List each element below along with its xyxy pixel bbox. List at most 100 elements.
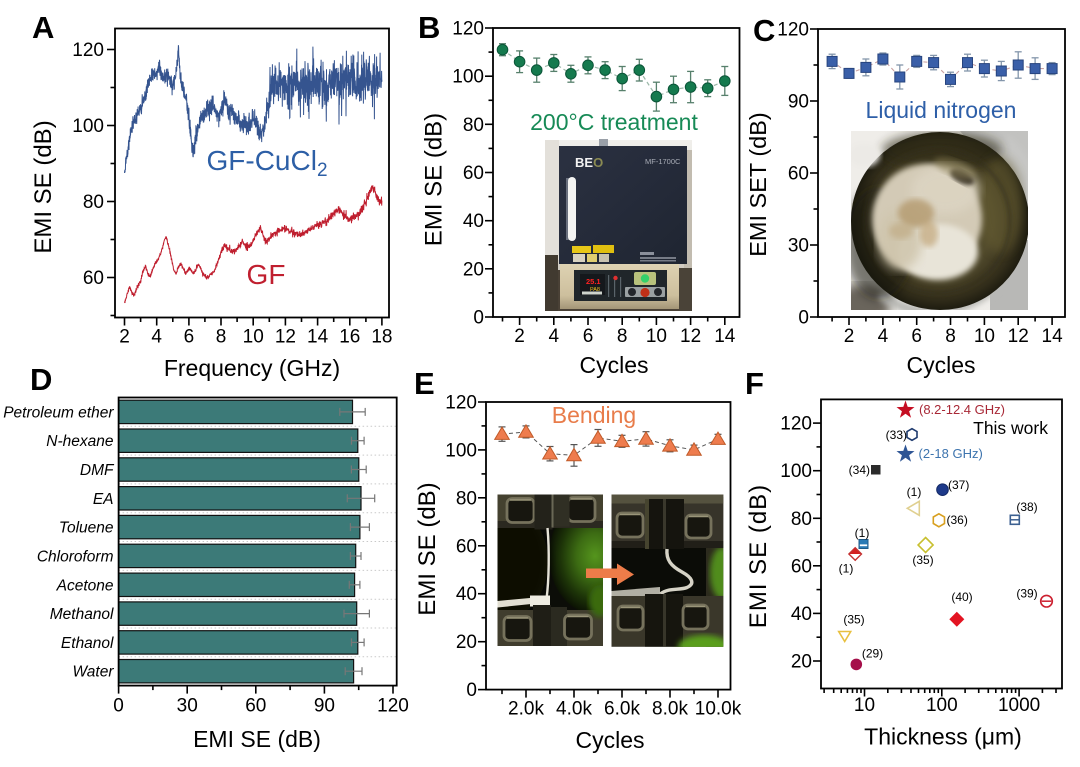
svg-text:N-hexane: N-hexane bbox=[46, 433, 114, 450]
svg-text:Ethanol: Ethanol bbox=[61, 635, 114, 652]
svg-text:PA8: PA8 bbox=[590, 287, 600, 293]
svg-text:200°C treatment: 200°C treatment bbox=[530, 109, 698, 135]
svg-text:EMI SE (dB): EMI SE (dB) bbox=[193, 726, 321, 752]
svg-text:(2-18 GHz): (2-18 GHz) bbox=[919, 446, 983, 461]
svg-text:0: 0 bbox=[466, 680, 477, 701]
svg-text:Thickness (μm): Thickness (μm) bbox=[864, 724, 1022, 750]
svg-text:10: 10 bbox=[243, 327, 264, 348]
svg-text:14: 14 bbox=[1042, 326, 1064, 347]
svg-text:BEO: BEO bbox=[575, 155, 603, 170]
svg-text:80: 80 bbox=[456, 488, 477, 509]
svg-text:(35): (35) bbox=[912, 553, 933, 567]
svg-text:EMI SET (dB): EMI SET (dB) bbox=[745, 112, 771, 257]
svg-text:60: 60 bbox=[788, 164, 809, 185]
svg-text:100: 100 bbox=[72, 116, 104, 137]
svg-text:0: 0 bbox=[473, 308, 484, 329]
svg-text:MF-1700C: MF-1700C bbox=[645, 157, 681, 166]
svg-text:(40): (40) bbox=[951, 590, 972, 604]
svg-text:80: 80 bbox=[791, 509, 812, 530]
svg-text:(34): (34) bbox=[849, 463, 870, 477]
svg-text:8: 8 bbox=[945, 326, 956, 347]
svg-text:(35): (35) bbox=[843, 613, 864, 627]
svg-text:(33): (33) bbox=[886, 428, 907, 442]
svg-text:25.1: 25.1 bbox=[586, 277, 601, 286]
svg-text:120: 120 bbox=[452, 19, 484, 40]
svg-text:80: 80 bbox=[83, 192, 104, 213]
svg-text:Methanol: Methanol bbox=[50, 606, 114, 623]
svg-text:Cycles: Cycles bbox=[906, 352, 975, 378]
svg-text:60: 60 bbox=[245, 696, 266, 717]
svg-text:Water: Water bbox=[72, 664, 114, 681]
svg-text:6: 6 bbox=[911, 326, 922, 347]
svg-text:30: 30 bbox=[177, 696, 198, 717]
svg-text:GF: GF bbox=[247, 259, 286, 290]
svg-text:120: 120 bbox=[777, 20, 809, 41]
svg-text:EA: EA bbox=[93, 491, 114, 508]
svg-text:18: 18 bbox=[371, 327, 392, 348]
svg-text:80: 80 bbox=[463, 115, 484, 136]
svg-text:120: 120 bbox=[445, 393, 477, 414]
svg-text:40: 40 bbox=[791, 604, 812, 625]
svg-text:A: A bbox=[32, 10, 54, 45]
svg-text:(8.2-12.4 GHz): (8.2-12.4 GHz) bbox=[919, 402, 1005, 417]
svg-text:Toluene: Toluene bbox=[59, 520, 114, 537]
svg-text:(1): (1) bbox=[907, 485, 922, 499]
svg-text:Acetone: Acetone bbox=[56, 577, 114, 594]
svg-text:90: 90 bbox=[788, 92, 809, 113]
svg-text:GF-CuCl2: GF-CuCl2 bbox=[206, 145, 327, 181]
svg-text:30: 30 bbox=[788, 236, 809, 257]
svg-text:12: 12 bbox=[275, 327, 296, 348]
svg-text:14: 14 bbox=[714, 326, 736, 347]
svg-text:8.0k: 8.0k bbox=[652, 699, 688, 720]
svg-text:10: 10 bbox=[974, 326, 995, 347]
svg-text:16: 16 bbox=[339, 327, 360, 348]
svg-text:Petroleum ether: Petroleum ether bbox=[3, 404, 114, 421]
svg-text:14: 14 bbox=[307, 327, 329, 348]
svg-text:B: B bbox=[418, 10, 440, 45]
svg-text:120: 120 bbox=[780, 414, 812, 435]
svg-text:8: 8 bbox=[617, 326, 628, 347]
svg-text:100: 100 bbox=[780, 461, 812, 482]
svg-text:12: 12 bbox=[680, 326, 701, 347]
svg-text:Liquid nitrogen: Liquid nitrogen bbox=[866, 97, 1017, 123]
svg-text:Cycles: Cycles bbox=[579, 352, 648, 378]
svg-text:60: 60 bbox=[791, 556, 812, 577]
svg-text:4: 4 bbox=[878, 326, 889, 347]
svg-text:This work: This work bbox=[973, 418, 1048, 438]
svg-text:Frequency (GHz): Frequency (GHz) bbox=[164, 355, 340, 381]
svg-text:10: 10 bbox=[854, 695, 875, 716]
svg-text:60: 60 bbox=[456, 536, 477, 557]
svg-text:0: 0 bbox=[798, 308, 809, 329]
svg-text:2: 2 bbox=[119, 327, 130, 348]
svg-text:100: 100 bbox=[452, 67, 484, 88]
svg-text:EMI SE (dB): EMI SE (dB) bbox=[30, 120, 57, 253]
svg-text:1000: 1000 bbox=[998, 695, 1040, 716]
svg-text:(29): (29) bbox=[862, 647, 883, 661]
svg-text:EMI SE (dB): EMI SE (dB) bbox=[745, 484, 772, 628]
svg-text:10.0k: 10.0k bbox=[695, 699, 742, 720]
svg-text:EMI SE (dB): EMI SE (dB) bbox=[421, 113, 448, 246]
svg-text:60: 60 bbox=[463, 163, 484, 184]
svg-text:C: C bbox=[753, 13, 775, 48]
svg-text:2.0k: 2.0k bbox=[508, 699, 544, 720]
svg-text:12: 12 bbox=[1008, 326, 1029, 347]
svg-text:60: 60 bbox=[83, 268, 104, 289]
svg-text:20: 20 bbox=[463, 259, 484, 280]
svg-text:(1): (1) bbox=[839, 562, 854, 576]
svg-text:E: E bbox=[414, 366, 435, 401]
svg-text:120: 120 bbox=[377, 696, 409, 717]
svg-text:4.0k: 4.0k bbox=[556, 699, 592, 720]
svg-text:Chloroform: Chloroform bbox=[37, 549, 114, 566]
svg-text:8: 8 bbox=[216, 327, 227, 348]
svg-text:40: 40 bbox=[463, 211, 484, 232]
svg-text:10: 10 bbox=[646, 326, 667, 347]
svg-text:Cycles: Cycles bbox=[575, 727, 644, 753]
svg-text:6: 6 bbox=[184, 327, 195, 348]
svg-text:20: 20 bbox=[791, 652, 812, 673]
svg-text:2: 2 bbox=[844, 326, 855, 347]
svg-text:D: D bbox=[30, 362, 52, 397]
svg-text:(38): (38) bbox=[1016, 500, 1037, 514]
svg-text:100: 100 bbox=[926, 695, 958, 716]
svg-text:6.0k: 6.0k bbox=[604, 699, 640, 720]
svg-text:Bending: Bending bbox=[552, 402, 636, 428]
